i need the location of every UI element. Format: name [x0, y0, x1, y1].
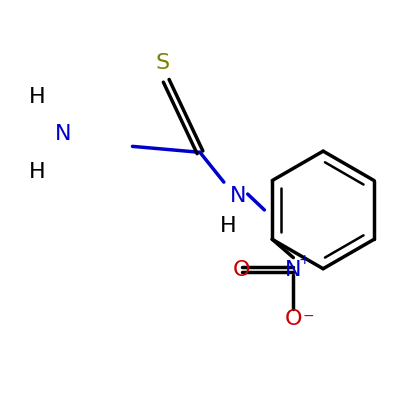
Text: H: H: [29, 87, 46, 107]
Text: O: O: [284, 309, 302, 329]
Text: +: +: [298, 253, 310, 267]
Text: −: −: [302, 309, 314, 323]
Text: O: O: [233, 260, 250, 280]
Text: N: N: [285, 260, 302, 280]
Text: H: H: [220, 216, 236, 236]
Text: S: S: [155, 53, 169, 73]
Text: N: N: [230, 186, 246, 206]
Text: N: N: [55, 124, 71, 144]
Text: H: H: [29, 162, 46, 182]
